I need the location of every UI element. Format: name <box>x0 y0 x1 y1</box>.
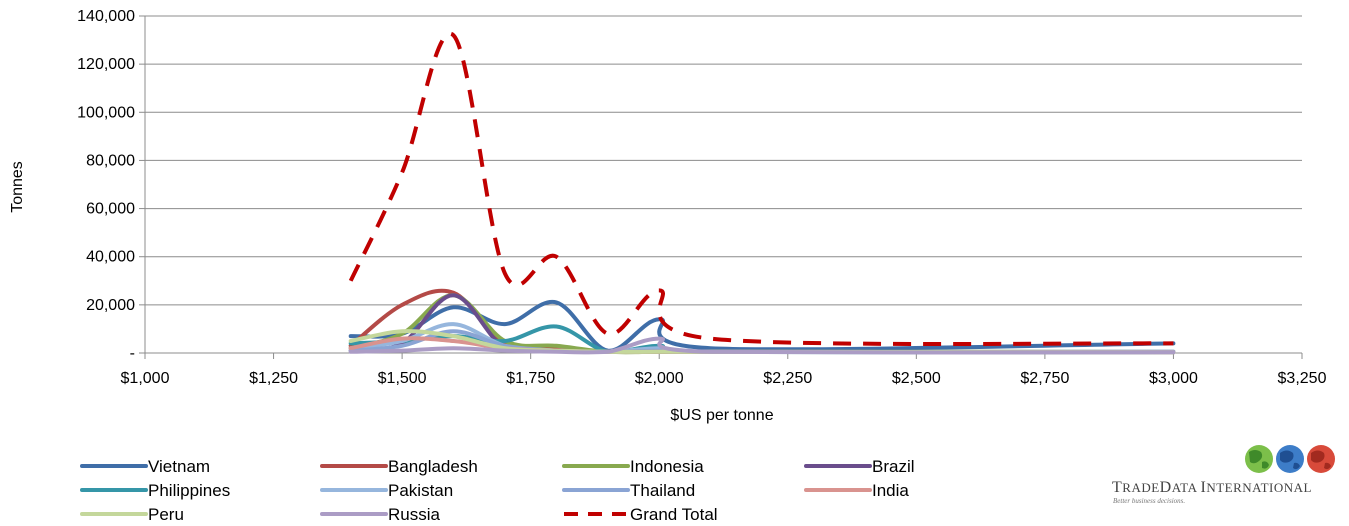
legend-item-brazil: Brazil <box>804 457 915 476</box>
legend-item-philippines: Philippines <box>80 481 230 500</box>
legend-label: Grand Total <box>630 505 718 524</box>
x-tick-label: $2,000 <box>635 370 684 387</box>
x-tick-label: $2,500 <box>892 370 941 387</box>
y-tick-label: 40,000 <box>86 249 135 266</box>
legend-label: Brazil <box>872 457 915 476</box>
globe-blue-icon <box>1276 445 1304 473</box>
y-tick-label: 60,000 <box>86 201 135 218</box>
x-tick-label: $2,250 <box>763 370 812 387</box>
y-tick-label: 100,000 <box>77 104 135 121</box>
brand-name: TRADEDATA INTERNATIONAL <box>1112 479 1312 496</box>
legend-item-russia: Russia <box>320 505 441 524</box>
legend: Vietnam Bangladesh Indonesia Brazil Philippi… <box>80 457 915 524</box>
x-tick-label: $1,750 <box>506 370 555 387</box>
legend-label: Indonesia <box>630 457 704 476</box>
legend-label: India <box>872 481 909 500</box>
x-tick-label: $3,250 <box>1278 370 1327 387</box>
legend-label: Peru <box>148 505 184 524</box>
gridlines <box>145 15 1302 306</box>
legend-label: Russia <box>388 505 441 524</box>
legend-item-pakistan: Pakistan <box>320 481 453 500</box>
y-tick-label: 140,000 <box>77 8 135 25</box>
y-axis-title: Tonnes <box>9 161 26 213</box>
brand-tagline: Better business decisions. <box>1113 497 1185 505</box>
x-tick-label: $1,000 <box>121 370 170 387</box>
x-tick-label: $1,250 <box>249 370 298 387</box>
x-axis-title: $US per tonne <box>670 407 773 424</box>
legend-label: Bangladesh <box>388 457 478 476</box>
brand-logo: TRADEDATA INTERNATIONAL Better business … <box>1112 445 1335 505</box>
x-tick-labels: $1,000 $1,250 $1,500 $1,750 $2,000 $2,250 $2,5… <box>121 370 1327 387</box>
legend-item-indonesia: Indonesia <box>562 457 704 476</box>
y-tick-label: 20,000 <box>86 297 135 314</box>
legend-item-peru: Peru <box>80 505 184 524</box>
legend-item-grand-total: Grand Total <box>564 505 718 524</box>
legend-item-bangladesh: Bangladesh <box>320 457 478 476</box>
legend-label: Vietnam <box>148 457 210 476</box>
legend-item-india: India <box>804 481 909 500</box>
globe-red-icon <box>1307 445 1335 473</box>
axes <box>139 15 1303 359</box>
series-line-grand-total <box>348 31 1174 346</box>
globe-green-icon <box>1245 445 1273 473</box>
legend-label: Thailand <box>630 481 695 500</box>
series-line-russia <box>348 336 1176 355</box>
y-tick-label: 80,000 <box>86 152 135 169</box>
legend-label: Philippines <box>148 481 230 500</box>
y-tick-labels: - 20,000 40,000 60,000 80,000 100,000 120,000 1… <box>77 8 135 362</box>
legend-item-vietnam: Vietnam <box>80 457 210 476</box>
x-tick-label: $1,500 <box>378 370 427 387</box>
x-tick-label: $2,750 <box>1020 370 1069 387</box>
legend-item-thailand: Thailand <box>562 481 695 500</box>
y-tick-label: - <box>130 345 135 362</box>
y-tick-label: 120,000 <box>77 56 135 73</box>
series-lines <box>348 31 1176 355</box>
x-tick-label: $3,000 <box>1149 370 1198 387</box>
legend-label: Pakistan <box>388 481 453 500</box>
